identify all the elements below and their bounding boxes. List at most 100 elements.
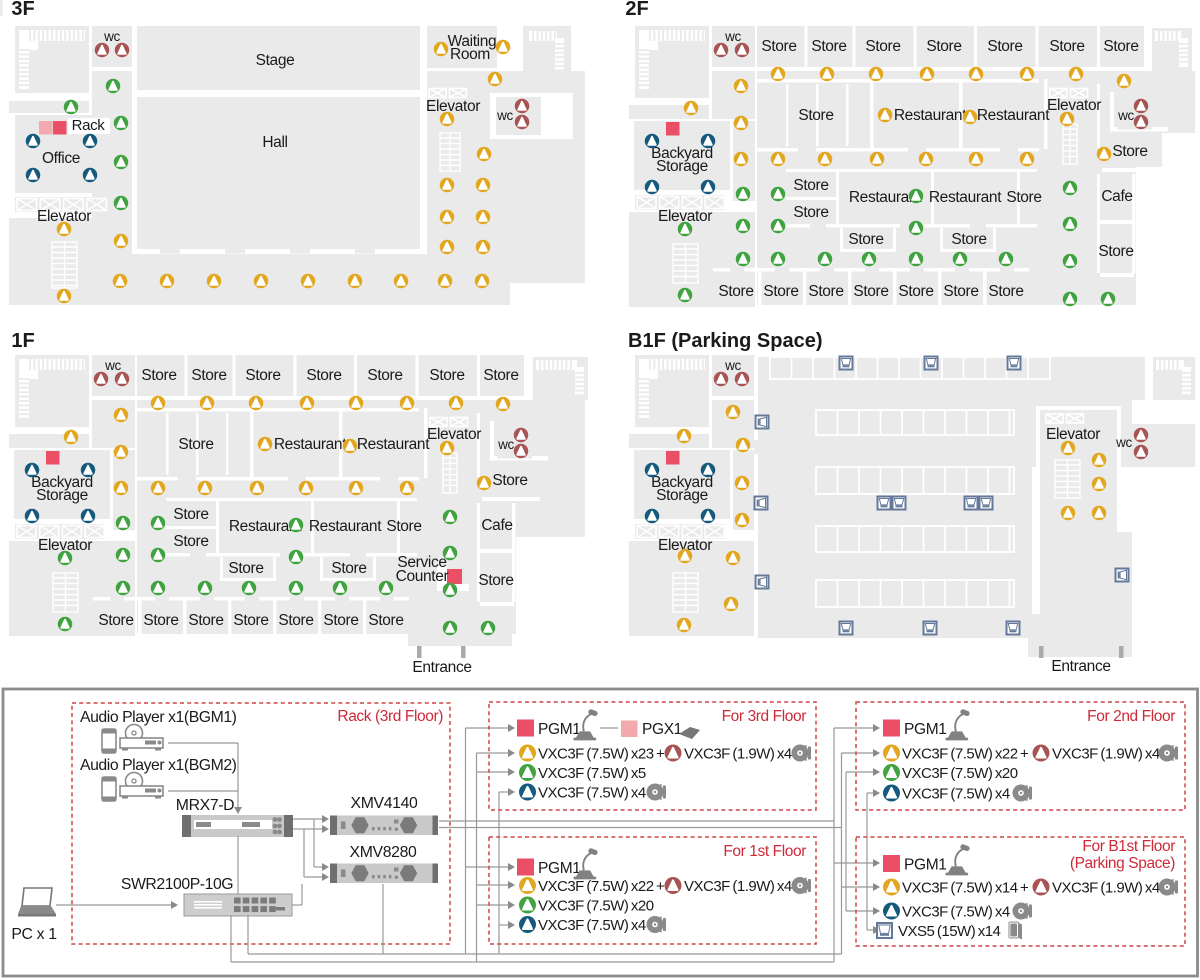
svg-text:VXC3F (1.9W) x4: VXC3F (1.9W) x4 [1052, 746, 1160, 763]
svg-text:3F: 3F [11, 0, 34, 20]
svg-text:XMV8280: XMV8280 [350, 844, 417, 861]
svg-text:VXC3F (7.5W) x4: VXC3F (7.5W) x4 [902, 786, 1010, 803]
svg-text:Elevator: Elevator [658, 208, 712, 225]
svg-text:Store: Store [853, 283, 888, 300]
svg-text:PGX1: PGX1 [642, 721, 682, 738]
svg-text:Store: Store [718, 283, 753, 300]
svg-text:Store: Store [143, 612, 178, 629]
svg-text:VXC3F (7.5W) x4: VXC3F (7.5W) x4 [902, 904, 1010, 921]
svg-text:Store: Store [478, 572, 513, 589]
svg-text:Store: Store [386, 518, 421, 535]
svg-text:wc: wc [724, 358, 741, 373]
svg-text:(Parking Space): (Parking Space) [1070, 855, 1175, 872]
svg-text:wc: wc [1115, 435, 1132, 450]
svg-text:Store: Store [173, 506, 208, 523]
svg-text:Store: Store [191, 367, 226, 384]
svg-text:Stage: Stage [256, 52, 295, 69]
svg-text:Store: Store [367, 367, 402, 384]
svg-text:Store: Store [761, 38, 796, 55]
svg-text:PGM1: PGM1 [538, 721, 581, 738]
svg-text:Store: Store [951, 231, 986, 248]
svg-text:Storage: Storage [36, 487, 88, 504]
svg-text:Elevator: Elevator [1046, 426, 1100, 443]
svg-text:Hall: Hall [262, 134, 287, 151]
svg-text:Restaurant: Restaurant [977, 107, 1050, 124]
svg-text:Rack (3rd Floor): Rack (3rd Floor) [337, 708, 443, 725]
svg-text:Store: Store [798, 107, 833, 124]
svg-text:For B1st Floor: For B1st Floor [1082, 838, 1175, 855]
svg-text:For 2nd Floor: For 2nd Floor [1087, 708, 1175, 725]
svg-text:Elevator: Elevator [427, 426, 481, 443]
svg-text:Restaurant: Restaurant [309, 518, 382, 535]
svg-text:Store: Store [811, 38, 846, 55]
svg-text:VXC3F (1.9W) x4: VXC3F (1.9W) x4 [684, 746, 792, 763]
svg-text:Restaurant: Restaurant [849, 189, 922, 206]
svg-text:Store: Store [943, 283, 978, 300]
svg-text:VXC3F (1.9W) x4: VXC3F (1.9W) x4 [684, 878, 792, 895]
svg-text:Store: Store [898, 283, 933, 300]
svg-text:Storage: Storage [656, 487, 708, 504]
svg-text:Elevator: Elevator [658, 537, 712, 554]
svg-text:wc: wc [104, 358, 121, 373]
svg-text:SWR2100P-10G: SWR2100P-10G [121, 876, 233, 893]
svg-text:Store: Store [233, 612, 268, 629]
svg-text:Store: Store [987, 38, 1022, 55]
svg-text:Service: Service [397, 554, 446, 571]
svg-text:Store: Store [141, 367, 176, 384]
svg-text:Backyard: Backyard [31, 474, 93, 491]
svg-text:wc: wc [496, 108, 513, 123]
svg-text:PGM1: PGM1 [904, 857, 947, 874]
svg-text:Cafe: Cafe [1101, 188, 1132, 205]
svg-text:Store: Store [492, 472, 527, 489]
svg-text:VXC3F (7.5W) x20: VXC3F (7.5W) x20 [902, 765, 1018, 782]
svg-text:VXC3F (7.5W) x5: VXC3F (7.5W) x5 [538, 765, 646, 782]
svg-text:VXC3F (7.5W) x22 +: VXC3F (7.5W) x22 + [902, 746, 1029, 763]
svg-text:VXC3F (7.5W) x23 +: VXC3F (7.5W) x23 + [538, 746, 665, 763]
svg-text:Store: Store [429, 367, 464, 384]
svg-text:Elevator: Elevator [1047, 97, 1101, 114]
svg-text:Office: Office [42, 150, 80, 167]
svg-text:Backyard: Backyard [651, 145, 713, 162]
svg-text:VXC3F (1.9W) x4: VXC3F (1.9W) x4 [1052, 880, 1160, 897]
svg-text:Store: Store [483, 367, 518, 384]
svg-text:Store: Store [988, 283, 1023, 300]
svg-text:Elevator: Elevator [38, 537, 92, 554]
svg-text:Store: Store [1112, 143, 1147, 160]
svg-text:Restaurant: Restaurant [357, 436, 430, 453]
svg-text:Rack: Rack [72, 117, 106, 134]
svg-text:wc: wc [497, 437, 514, 452]
svg-text:wc: wc [724, 29, 741, 44]
svg-text:Store: Store [808, 283, 843, 300]
svg-text:Store: Store [245, 367, 280, 384]
svg-text:1F: 1F [11, 330, 34, 352]
svg-text:VXS5 (15W) x14: VXS5 (15W) x14 [898, 923, 1001, 940]
svg-text:B1F (Parking Space): B1F (Parking Space) [628, 330, 823, 352]
svg-text:Elevator: Elevator [426, 98, 480, 115]
svg-text:VXC3F (7.5W) x4: VXC3F (7.5W) x4 [538, 785, 646, 802]
svg-text:Store: Store [323, 612, 358, 629]
svg-text:Store: Store [848, 231, 883, 248]
svg-text:Audio Player x1(BGM2): Audio Player x1(BGM2) [80, 757, 237, 774]
svg-text:For 3rd Floor: For 3rd Floor [722, 708, 807, 725]
svg-text:Store: Store [178, 436, 213, 453]
svg-text:Store: Store [278, 612, 313, 629]
svg-text:Store: Store [1049, 38, 1084, 55]
svg-text:Store: Store [368, 612, 403, 629]
svg-text:VXC3F (7.5W) x14 +: VXC3F (7.5W) x14 + [902, 880, 1029, 897]
svg-text:Restaurant: Restaurant [274, 436, 347, 453]
svg-text:Store: Store [865, 38, 900, 55]
svg-text:Entrance: Entrance [1051, 658, 1110, 675]
svg-text:Waiting: Waiting [448, 33, 497, 50]
svg-text:PC x 1: PC x 1 [11, 926, 57, 943]
svg-text:Store: Store [793, 177, 828, 194]
svg-text:For 1st Floor: For 1st Floor [723, 843, 806, 860]
svg-text:PGM1: PGM1 [538, 860, 581, 877]
svg-text:Cafe: Cafe [481, 517, 512, 534]
svg-text:Store: Store [1098, 243, 1133, 260]
svg-text:Store: Store [1103, 38, 1138, 55]
svg-text:Store: Store [228, 560, 263, 577]
svg-text:wc: wc [103, 29, 120, 44]
svg-text:Room: Room [450, 46, 490, 63]
svg-text:Elevator: Elevator [37, 208, 91, 225]
svg-text:Restaurant: Restaurant [929, 189, 1002, 206]
